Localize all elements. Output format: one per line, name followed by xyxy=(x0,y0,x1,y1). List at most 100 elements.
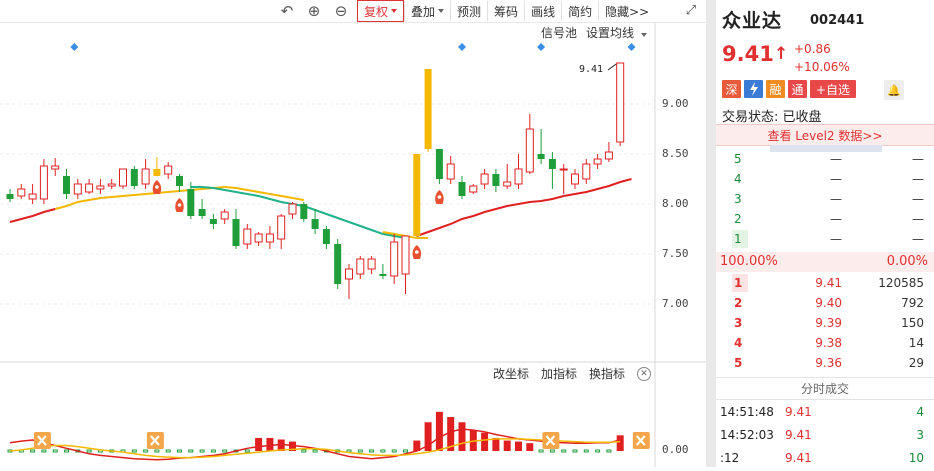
ask-level: 3 xyxy=(734,192,742,206)
indicator-bar xyxy=(435,411,443,451)
ratio-left: 100.00% xyxy=(720,254,778,269)
ask-level: 4 xyxy=(734,172,742,186)
indicator-bar xyxy=(369,449,375,453)
level2-link[interactable]: 查看 Level2 数据>> xyxy=(716,124,934,146)
indicator-bar xyxy=(143,449,149,453)
candle-body xyxy=(593,158,602,165)
bid-price: 9.41 xyxy=(815,276,842,290)
kline-chart[interactable] xyxy=(0,0,706,467)
scroll-indicator xyxy=(770,145,882,152)
indicator-bar xyxy=(447,417,455,451)
adjust-button[interactable]: 复权 xyxy=(357,0,405,22)
ask-price: — xyxy=(830,172,842,186)
undo-icon[interactable]: ↶ xyxy=(280,2,294,20)
add-watchlist-button[interactable]: +自选 xyxy=(810,80,857,98)
connect-badge[interactable]: 通 xyxy=(788,80,807,98)
draw-line-button[interactable]: 画线 xyxy=(524,1,561,21)
bid-highlight xyxy=(732,274,748,292)
bid-level: 2 xyxy=(734,296,743,310)
switch-indicator-button[interactable]: 换指标 xyxy=(589,367,626,381)
candle-body xyxy=(17,188,26,197)
indicator-bar xyxy=(30,449,36,453)
zoom-in-icon[interactable]: ⊕ xyxy=(307,2,321,20)
simple-button[interactable]: 简约 xyxy=(561,1,598,21)
panel-divider[interactable] xyxy=(706,0,716,467)
kline-chart-area[interactable]: ↶ ⊕ ⊖ 复权 叠加 预测 筹码 画线 简约 隐藏>> ⤢ 信号池 设置均线 … xyxy=(0,0,706,467)
indicator-bar: 改坐标 加指标 换指标 ✕ xyxy=(493,365,652,382)
candle-body xyxy=(514,168,523,185)
arrow-up-icon: ↑ xyxy=(774,44,789,64)
bid-book: 1 9.41 120585 2 9.40 792 3 9.39 150 4 9.38 14 5 9… xyxy=(716,273,934,373)
last-price-tag: 9.41 xyxy=(579,64,604,75)
ask-book: 5 — — 4 — — 3 — — 2 — — 1 — — xyxy=(716,149,934,249)
add-indicator-button[interactable]: 加指标 xyxy=(541,367,578,381)
change-percent: +10.06% xyxy=(794,60,850,74)
candle-body xyxy=(458,182,466,196)
candle-body xyxy=(198,209,206,216)
bolt-icon[interactable] xyxy=(744,80,763,98)
candle-body xyxy=(571,173,579,185)
candle-body xyxy=(582,163,591,180)
zoom-out-icon[interactable]: ⊖ xyxy=(334,2,348,20)
trade-row: :12 9.41 10 xyxy=(716,451,934,471)
chevron-down-icon xyxy=(391,9,398,13)
candle-body xyxy=(367,258,376,270)
edit-coord-button[interactable]: 改坐标 xyxy=(493,367,530,381)
ma-long-line xyxy=(9,208,56,223)
indicator-bar xyxy=(86,449,92,453)
candle-body xyxy=(39,165,48,200)
trades-title: 分时成交 xyxy=(800,381,849,396)
candle-body xyxy=(130,169,138,186)
indicator-bar xyxy=(41,449,47,453)
expand-icon[interactable]: ⤢ xyxy=(685,2,697,18)
margin-badge[interactable]: 融 xyxy=(766,80,785,98)
indicator-bar xyxy=(572,449,578,453)
bid-row: 2 9.40 792 xyxy=(716,293,934,313)
ask-price: — xyxy=(830,152,842,166)
indicator-bar xyxy=(380,449,386,453)
candle-body xyxy=(73,183,82,195)
indicator-bar xyxy=(199,449,205,453)
divider xyxy=(716,399,934,400)
candle-body xyxy=(322,229,330,244)
divider xyxy=(716,377,934,378)
indicator-bar xyxy=(595,449,601,453)
chips-button[interactable]: 筹码 xyxy=(487,1,524,21)
bid-row: 4 9.38 14 xyxy=(716,333,934,353)
close-icon[interactable]: ✕ xyxy=(637,366,652,381)
rocket-window xyxy=(437,195,442,199)
indicator-axis-label: 0.00 xyxy=(662,443,689,456)
indicator-bar xyxy=(606,449,612,453)
indicator-bar xyxy=(244,449,250,453)
indicator-bar xyxy=(549,449,555,453)
bid-price: 9.40 xyxy=(815,296,842,310)
candle-body xyxy=(390,241,399,277)
chart-links: 信号池 设置均线 xyxy=(541,24,647,41)
ma-settings-label: 设置均线 xyxy=(586,26,635,40)
forecast-button[interactable]: 预测 xyxy=(450,1,487,21)
alert-bell-icon[interactable]: 🔔 xyxy=(884,80,904,100)
market-badge[interactable]: 深 xyxy=(722,80,741,98)
candle-body xyxy=(6,194,14,199)
ask-volume: — xyxy=(912,172,924,186)
chevron-down-icon xyxy=(438,9,445,13)
bid-volume: 150 xyxy=(901,316,924,330)
candle-body xyxy=(153,169,161,176)
overlay-label: 叠加 xyxy=(411,4,436,19)
bid-volume: 29 xyxy=(908,356,924,370)
ma-settings-link[interactable]: 设置均线 xyxy=(586,24,647,41)
candle-body xyxy=(446,163,455,180)
bid-price: 9.39 xyxy=(815,316,842,330)
candle-body xyxy=(311,219,319,229)
bid-level: 4 xyxy=(734,336,743,350)
candle-body xyxy=(220,211,229,220)
trade-price: 9.41 xyxy=(785,451,812,465)
overlay-button[interactable]: 叠加 xyxy=(404,1,450,21)
candle-body xyxy=(243,228,252,245)
adjust-label: 复权 xyxy=(364,4,389,19)
ma-yellow-line xyxy=(224,186,304,201)
hide-button[interactable]: 隐藏>> xyxy=(598,1,655,21)
y-tick-label: 7.50 xyxy=(662,247,689,260)
signal-pool-link[interactable]: 信号池 xyxy=(541,26,578,40)
ratio-right: 0.00% xyxy=(886,254,928,269)
